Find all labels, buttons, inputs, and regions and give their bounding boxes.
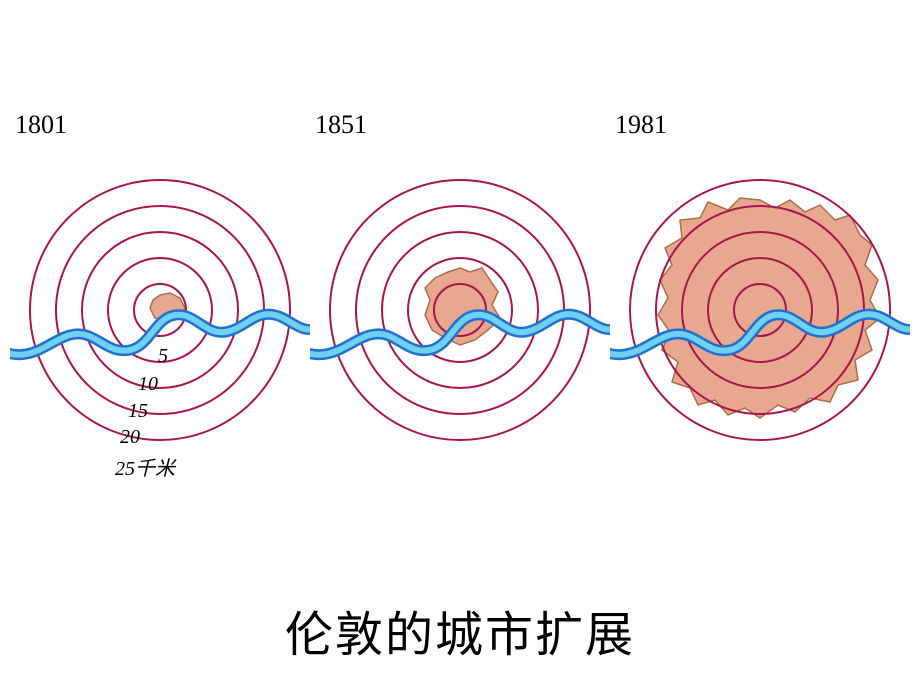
year-label: 1851	[315, 110, 367, 140]
ring-distance-label: 5	[158, 345, 168, 368]
ring-distance-label: 10	[138, 373, 158, 396]
ring-distance-label: 15	[128, 400, 148, 423]
panels-row: 1801 510 15 20 25千米 1851 1981	[0, 0, 920, 540]
ring-distance-label: 25千米	[115, 452, 175, 481]
map-panel-1981: 1981	[610, 100, 910, 540]
map-panel-1801: 1801 510 15 20 25千米	[10, 100, 310, 540]
ring-distance-label: 20	[120, 426, 140, 449]
year-label: 1981	[615, 110, 667, 140]
figure-container: www.bdgcx.com 1801510152025千米18511981 伦敦…	[0, 0, 920, 690]
map-panel-1851: 1851	[310, 100, 610, 540]
year-label: 1801	[15, 110, 67, 140]
figure-title: 伦敦的城市扩展	[0, 595, 920, 665]
map-svg	[310, 100, 610, 540]
map-svg	[610, 100, 910, 540]
